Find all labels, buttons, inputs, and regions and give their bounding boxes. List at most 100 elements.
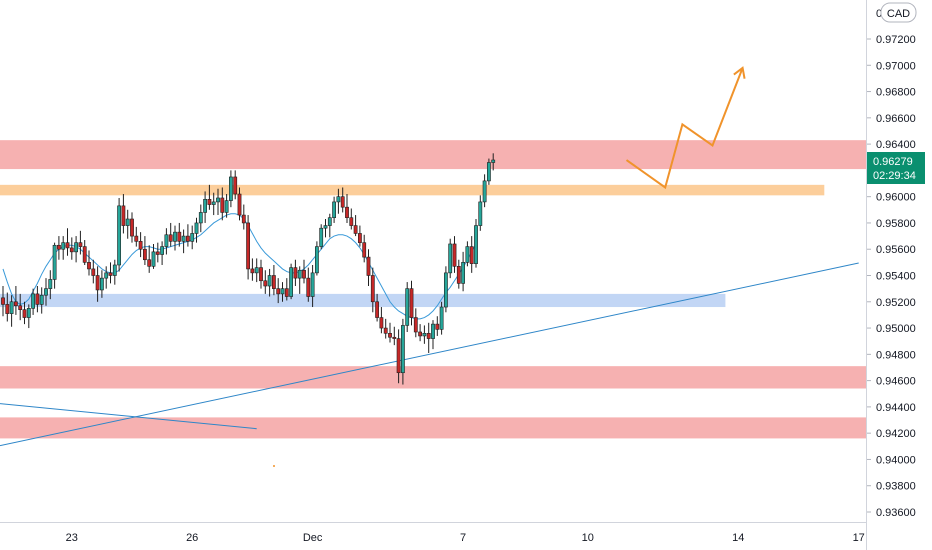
candle-body	[229, 176, 233, 201]
candle	[52, 242, 57, 289]
candle-body	[353, 225, 358, 234]
candle-body	[91, 268, 96, 276]
candle	[91, 259, 96, 284]
candle	[314, 241, 319, 276]
candle	[194, 217, 199, 243]
candle-body	[431, 323, 435, 339]
candle-body	[491, 159, 496, 163]
candle	[241, 204, 246, 230]
price-tick-label: 0.97200	[876, 34, 916, 46]
candle-body	[56, 244, 61, 250]
candle-body	[336, 196, 341, 203]
price-tick-label: 0.96400	[876, 139, 916, 151]
blue-zone-2	[0, 293, 726, 308]
candle	[271, 264, 276, 296]
candle	[125, 209, 130, 239]
candle-body	[173, 231, 177, 242]
candle-body	[362, 242, 367, 258]
candle	[388, 322, 392, 343]
candle-body	[134, 235, 139, 242]
price-tick-label: 0.95400	[876, 271, 916, 283]
candle-body	[422, 333, 427, 337]
candle	[250, 258, 255, 281]
candle	[323, 219, 328, 238]
candle-body	[289, 267, 294, 297]
price-tick-label: 0.95800	[876, 218, 916, 230]
candle-body	[461, 262, 466, 284]
candle-body	[125, 218, 130, 226]
time-tick-label: Dec	[303, 532, 323, 544]
candle-body	[31, 293, 36, 309]
candle-body	[370, 275, 375, 303]
candle	[349, 208, 354, 230]
candle-body	[340, 196, 345, 208]
currency-badge[interactable]: CAD	[880, 2, 917, 23]
candle	[310, 264, 315, 308]
red-zone-3	[0, 366, 866, 389]
projection-arrowhead	[733, 66, 746, 79]
candle	[482, 174, 487, 208]
candle-body	[112, 264, 117, 276]
candle	[431, 320, 435, 350]
candle	[104, 266, 109, 289]
candle	[69, 237, 74, 260]
candle	[151, 243, 156, 269]
candle	[443, 266, 448, 313]
candle	[366, 249, 371, 287]
candle	[211, 192, 216, 216]
candle-body	[26, 308, 31, 318]
candle	[9, 295, 14, 327]
candle	[336, 188, 341, 214]
price-tick-label: 0.96600	[876, 113, 916, 125]
candle	[233, 170, 238, 200]
candle	[259, 259, 263, 289]
candle	[18, 293, 23, 321]
candle-body	[396, 338, 401, 374]
candle	[293, 259, 298, 287]
candle-body	[349, 217, 354, 226]
candle-body	[383, 327, 388, 334]
candle	[177, 222, 182, 247]
candle-body	[443, 272, 448, 308]
candle	[186, 224, 190, 247]
last-price-label: 0.96279	[873, 156, 913, 168]
price-axis[interactable]: 0.97200 0.97000 0.96800 0.96600 0.96400 0.960…	[867, 8, 916, 519]
candle-body	[35, 293, 40, 305]
candle	[405, 282, 410, 332]
candle	[134, 226, 139, 247]
red-zone-4	[0, 417, 866, 439]
candle-body	[254, 267, 259, 274]
time-axis[interactable]: 23 26 Dec 7 10 14 17	[66, 532, 865, 544]
candle-body	[160, 246, 165, 255]
candle-body	[418, 331, 423, 337]
candle	[469, 236, 474, 273]
candle	[65, 228, 70, 256]
candle	[78, 230, 83, 255]
candle-body	[482, 180, 487, 203]
candle-body	[448, 243, 453, 274]
candle	[147, 245, 152, 273]
price-tick-label: 0.94800	[876, 349, 916, 361]
candle-body	[486, 162, 491, 182]
candle-body	[267, 275, 272, 287]
candle	[35, 286, 40, 313]
candle	[302, 259, 306, 284]
price-tick-label: 0.94200	[876, 428, 916, 440]
candle-body	[95, 275, 100, 291]
candle	[14, 286, 18, 315]
projection-path	[625, 67, 744, 190]
price-tick-label: 0.93600	[876, 507, 916, 519]
candle	[1, 286, 5, 317]
candle-body	[207, 198, 212, 205]
candle-body	[478, 201, 483, 226]
candle	[220, 187, 225, 221]
candle-body	[452, 243, 457, 267]
candle-body	[69, 247, 74, 253]
candle-body	[48, 279, 53, 289]
candle	[130, 212, 134, 243]
candle-body	[332, 201, 337, 218]
candle	[143, 236, 147, 265]
last-price-box	[867, 152, 925, 184]
candle	[48, 270, 53, 300]
